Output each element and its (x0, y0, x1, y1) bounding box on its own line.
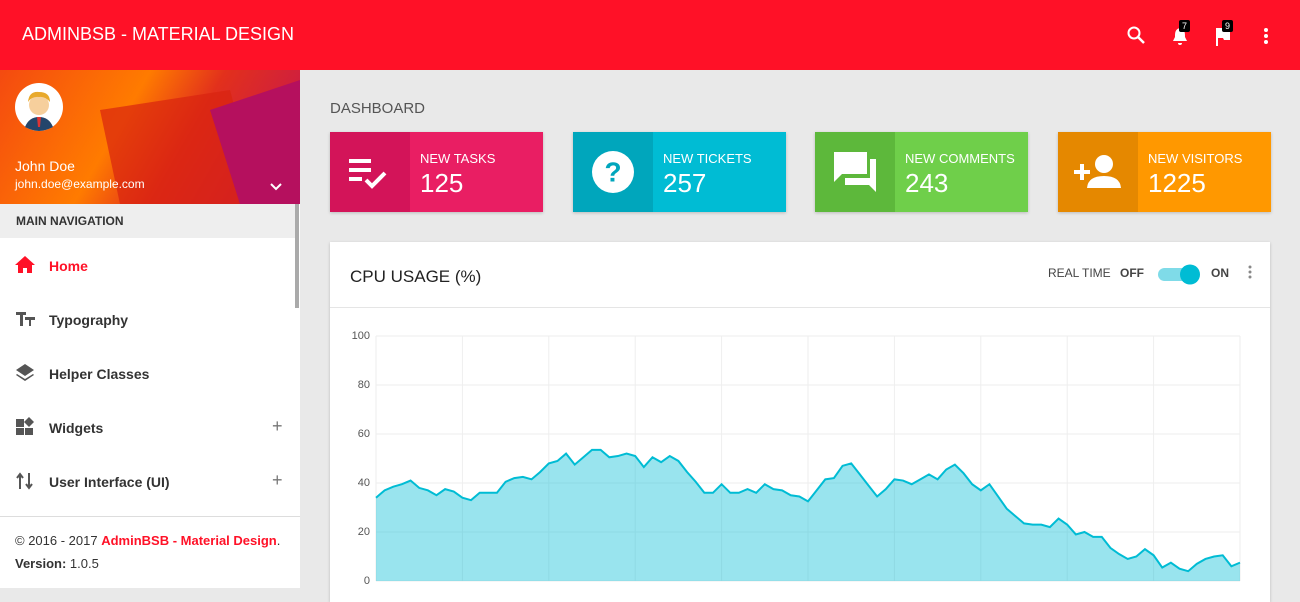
nav-item[interactable]: Widgets (49, 420, 104, 436)
info-value: 125 (420, 168, 464, 198)
scrollbar[interactable] (295, 204, 299, 308)
chart-title: CPU USAGE (%) (350, 267, 482, 286)
realtime-switch[interactable] (1156, 262, 1206, 286)
nav-heading: MAIN NAVIGATION (0, 204, 295, 238)
version: Version: 1.0.5 (15, 556, 99, 571)
layers-icon (16, 364, 34, 381)
nav-item[interactable]: Home (49, 258, 88, 274)
copyright-text: © 2016 - 2017 (15, 533, 98, 548)
page-title: DASHBOARD (330, 100, 426, 117)
top-bar: ADMINBSB - MATERIAL DESIGN 7 9 (0, 0, 1300, 70)
user-menu-toggle[interactable] (269, 182, 283, 192)
typography-icon (16, 312, 35, 326)
y-tick-label: 60 (358, 428, 370, 440)
flag-icon[interactable] (1214, 27, 1232, 47)
profile-background (100, 80, 300, 204)
line (375, 448, 1241, 573)
chart-card: CPU USAGE (%) REAL TIME OFF ON 0 20 40 60 80… (330, 242, 1270, 602)
card-menu[interactable] (1247, 265, 1253, 281)
info-box: NEW TASKS 125 (330, 132, 543, 212)
more-icon[interactable] (1262, 27, 1270, 45)
home-icon (15, 256, 35, 273)
nav-item[interactable]: Helper Classes (49, 366, 150, 382)
svg-text:?: ? (604, 156, 621, 187)
copyright: © 2016 - 2017 AdminBSB - Material Design… (15, 533, 281, 548)
comments-icon (834, 152, 876, 192)
info-value: 1225 (1148, 168, 1206, 198)
info-box: ? NEW TICKETS 257 (573, 132, 786, 212)
flag-count: 9 (1222, 20, 1234, 32)
info-label: NEW VISITORS (1148, 151, 1243, 166)
area (376, 449, 1240, 581)
version-number: 1.0.5 (69, 556, 99, 571)
tasks-icon (349, 159, 387, 189)
expand-icon[interactable]: + (272, 470, 283, 490)
help-icon: ? (592, 151, 634, 193)
info-value: 257 (663, 168, 707, 198)
user-name: John Doe (15, 158, 75, 174)
user-info: John Doe john.doe@example.com (0, 70, 300, 204)
search-icon[interactable] (1126, 25, 1146, 45)
nav-item[interactable]: Typography (49, 312, 129, 328)
y-tick-label: 100 (352, 330, 370, 342)
realtime-label: REAL TIME (1048, 266, 1111, 280)
y-tick-label: 80 (358, 379, 370, 391)
info-label: NEW COMMENTS (905, 151, 1015, 166)
switch-on-label: ON (1211, 266, 1229, 280)
y-tick-label: 40 (358, 477, 370, 489)
info-box: NEW COMMENTS 243 (815, 132, 1028, 212)
widgets-icon (16, 417, 34, 435)
footer-brand[interactable]: AdminBSB - Material Design (101, 533, 277, 548)
sidebar: John Doe john.doe@example.com MAIN NAVIG… (0, 70, 300, 588)
expand-icon[interactable]: + (272, 416, 283, 436)
info-label: NEW TASKS (420, 151, 496, 166)
brand[interactable]: ADMINBSB - MATERIAL DESIGN (22, 24, 295, 44)
swap-icon (16, 472, 33, 490)
info-box: NEW VISITORS 1225 (1058, 132, 1271, 212)
bell-icon[interactable] (1170, 26, 1190, 46)
info-label: NEW TICKETS (663, 151, 752, 166)
card-divider (330, 307, 1270, 308)
avatar[interactable] (15, 83, 63, 131)
y-tick-label: 0 (364, 575, 370, 587)
chart: 0 20 40 60 80 100 (352, 330, 1241, 587)
version-label: Version: (15, 556, 67, 571)
notification-count: 7 (1179, 20, 1191, 32)
user-email: john.doe@example.com (15, 177, 145, 191)
add-user-icon (1074, 155, 1121, 188)
info-value: 243 (905, 168, 949, 198)
footer-divider (0, 516, 300, 517)
nav-item[interactable]: User Interface (UI) (49, 474, 170, 490)
switch-off-label: OFF (1120, 266, 1144, 280)
y-tick-label: 20 (358, 526, 370, 538)
